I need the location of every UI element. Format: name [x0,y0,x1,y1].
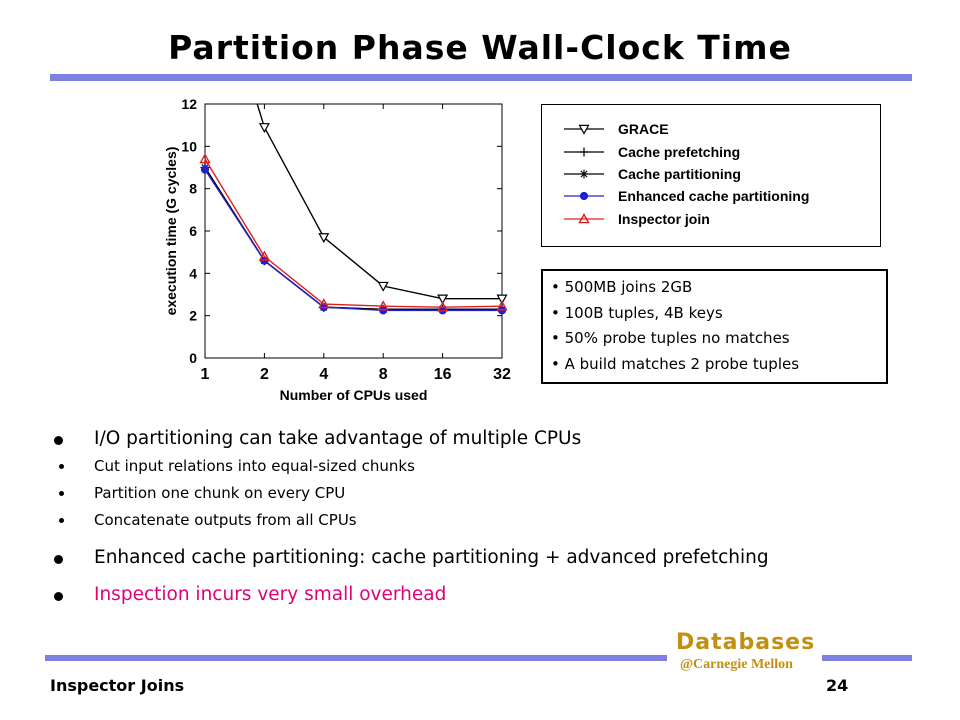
bullet-dot [54,555,63,564]
series-star [200,163,507,314]
series-line [204,158,503,308]
x-tick-label: 1 [201,366,210,383]
title-divider [50,74,912,81]
data-point [496,300,508,311]
data-point [436,301,449,312]
bullet-dot [54,592,63,601]
data-point [258,123,270,134]
y-tick-label: 2 [189,308,197,324]
x-axis-title: Number of CPUs used [280,387,428,403]
y-tick-label: 8 [189,181,197,197]
legend-item: GRACE [560,119,669,139]
y-tick-label: 6 [189,223,197,239]
footer-divider-left [45,655,667,661]
legend-marker [579,147,589,157]
y-tick-label: 4 [189,265,197,281]
y-tick-label: 10 [181,138,197,154]
footer-divider-right [822,655,912,661]
y-tick-label: 0 [189,350,197,366]
plot-frame [204,103,503,359]
x-tick-label: 32 [493,366,511,383]
bullet-dot [54,436,63,445]
legend-marker [578,213,590,224]
note-item: • 50% probe tuples no matches [551,329,790,347]
y-tick-label: 12 [181,96,197,112]
bullet-item: Inspection incurs very small overhead [52,584,942,605]
data-point [377,300,389,311]
legend-label: Cache partitioning [618,166,741,182]
legend-item: Inspector join [560,209,710,229]
data-point [200,165,210,174]
x-tick-label: 2 [260,366,269,383]
y-axis-title: execution time (G cycles) [163,147,179,316]
data-point [496,294,508,305]
legend-swatch [564,147,604,157]
note-item: • 100B tuples, 4B keys [551,303,723,322]
legend-item: Cache partitioning [560,164,741,184]
bullet-dot [59,491,64,496]
bullet-item: Enhanced cache partitioning: cache parti… [52,547,942,568]
bullet-dot [59,464,64,469]
x-tick-label: 8 [379,366,388,383]
data-point [318,233,330,244]
series-triangle-down [256,104,508,305]
legend-marker [579,169,589,179]
footer-title: Inspector Joins [50,676,185,695]
bullet-dot [59,518,64,523]
brand-logo-text: Databases [676,630,816,655]
bullet-item: I/O partitioning can take advantage of m… [52,428,942,449]
bullet-list: I/O partitioning can take advantage of m… [52,428,942,605]
series-circle [200,165,507,315]
note-item: • A build matches 2 probe tuples [551,354,800,373]
data-point [318,298,330,309]
legend-label: Cache prefetching [618,144,741,160]
legend-label: GRACE [618,121,669,137]
legend-marker [578,124,590,135]
series-plus [200,163,507,314]
legend-label: Enhanced cache partitioning [618,188,810,204]
series-triangle-up [199,153,508,312]
legend-swatch [564,213,604,224]
data-point [258,250,271,261]
sub-bullet-item: Partition one chunk on every CPU [52,484,942,502]
legend-item: Enhanced cache partitioning [560,186,809,206]
brand-logo-subtext: @Carnegie Mellon [680,657,793,672]
series-line [204,169,502,312]
legend-swatch [564,124,604,135]
x-tick-label: 4 [319,366,328,383]
data-point [377,281,389,292]
legend-item: Cache prefetching [560,142,740,162]
data-point [437,294,449,305]
legend-marker [579,191,589,201]
note-item: • 500MB joins 2GB [551,278,693,296]
chart-legend: GRACE Cache prefetching Cache partitioning… [541,104,881,247]
legend-swatch [564,169,604,179]
data-point [199,153,211,164]
slide-title: Partition Phase Wall-Clock Time [168,28,792,67]
legend-swatch [564,191,604,201]
sub-bullet-item: Cut input relations into equal-sized chu… [52,457,942,475]
series-line [256,104,502,300]
sub-bullet-item: Concatenate outputs from all CPUs [52,511,942,529]
page-number: 24 [826,676,849,695]
x-tick-label: 16 [434,366,452,383]
legend-label: Inspector join [618,211,710,227]
experiment-notes: • 500MB joins 2GB • 100B tuples, 4B keys… [541,269,888,384]
